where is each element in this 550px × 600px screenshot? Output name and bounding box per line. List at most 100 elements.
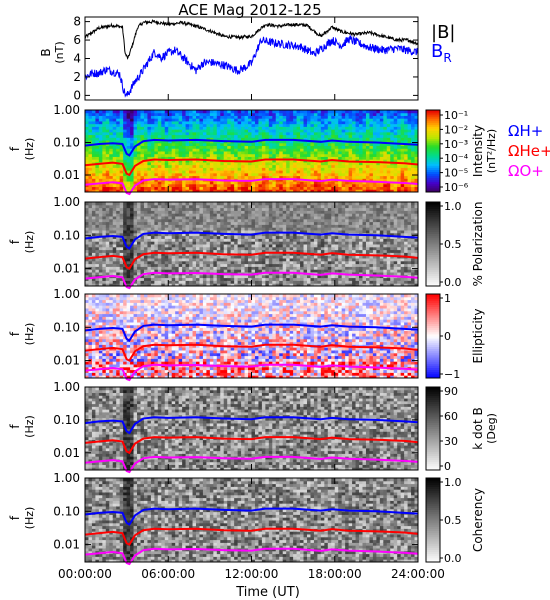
heatmap-cell — [130, 161, 135, 166]
heatmap-cell — [202, 140, 207, 144]
heatmap-cell — [154, 153, 159, 157]
heatmap-cell — [98, 131, 103, 136]
heatmap-cell — [282, 129, 287, 133]
heatmap-cell — [91, 126, 96, 130]
heatmap-cell — [244, 175, 249, 179]
heatmap-cell — [140, 112, 145, 116]
heatmap-cell — [313, 161, 318, 166]
heatmap-cell — [248, 167, 252, 171]
heatmap-cell — [251, 172, 256, 177]
heatmap-cell — [133, 172, 138, 177]
heatmap-cell — [209, 148, 214, 152]
heatmap-cell — [303, 189, 308, 193]
heatmap-cell — [268, 186, 273, 190]
heatmap-cell — [265, 189, 270, 193]
heatmap-cell — [119, 175, 124, 179]
heatmap-cell — [320, 170, 325, 174]
heatmap-cell — [182, 120, 187, 125]
heatmap-cell — [303, 161, 308, 166]
heatmap-cell — [272, 170, 277, 174]
heatmap-cell — [133, 118, 138, 122]
heatmap-cell — [293, 148, 298, 152]
heatmap-cell — [102, 151, 107, 155]
heatmap-cell — [168, 118, 173, 122]
heatmap-cell — [150, 161, 155, 166]
heatmap-cell — [213, 148, 218, 152]
heatmap-cell — [258, 134, 263, 138]
heatmap-cell — [199, 123, 204, 127]
heatmap-cell — [154, 142, 159, 147]
heatmap-cell — [209, 123, 214, 127]
heatmap-cell — [265, 118, 270, 122]
heatmap-cell — [293, 167, 298, 171]
spectrogram-layer — [85, 110, 440, 563]
heatmap-cell — [296, 189, 301, 193]
heatmap-cell — [317, 137, 322, 141]
heatmap-cell — [123, 115, 128, 119]
heatmap-cell — [119, 137, 124, 141]
heatmap-cell — [293, 164, 298, 168]
heatmap-cell — [119, 112, 124, 116]
heatmap-cell — [275, 112, 280, 116]
heatmap-cell — [91, 159, 96, 163]
heatmap-cell — [206, 189, 211, 193]
heatmap-cell — [88, 110, 93, 114]
heatmap-cell — [133, 115, 138, 119]
heatmap-cell — [164, 175, 169, 179]
heatmap-cell — [164, 181, 169, 185]
heatmap-cell — [133, 170, 138, 174]
heatmap-cell — [227, 110, 232, 114]
heatmap-cell — [123, 118, 128, 122]
heatmap-cell — [105, 112, 110, 116]
heatmap-cell — [143, 156, 148, 160]
heatmap-cell — [300, 189, 305, 193]
heatmap-cell — [248, 112, 252, 116]
heatmap-cell — [109, 178, 114, 182]
heatmap-cell — [126, 131, 131, 136]
heatmap-cell — [313, 183, 318, 188]
heatmap-cell — [241, 151, 246, 155]
heatmap-cell — [126, 126, 131, 130]
heatmap-cell — [300, 156, 305, 160]
heatmap-cell — [244, 189, 249, 193]
heatmap-cell — [137, 186, 141, 190]
heatmap-cell — [119, 118, 124, 122]
heatmap-cell — [105, 170, 110, 174]
heatmap-cell — [320, 142, 325, 147]
heatmap-cell — [130, 156, 135, 160]
heatmap-cell — [261, 110, 266, 114]
heatmap-cell — [307, 131, 311, 136]
heatmap-cell — [196, 164, 200, 168]
heatmap-cell — [102, 140, 107, 144]
heatmap-cell — [307, 170, 311, 174]
heatmap-cell — [261, 148, 266, 152]
heatmap-cell — [317, 115, 322, 119]
heatmap-cell — [98, 148, 103, 152]
heatmap-cell — [85, 170, 89, 174]
heatmap-cell — [98, 140, 103, 144]
heatmap-cell — [140, 148, 145, 152]
heatmap-cell — [130, 181, 135, 185]
heatmap-cell — [154, 140, 159, 144]
heatmap-cell — [223, 120, 228, 125]
heatmap-cell — [157, 112, 162, 116]
heatmap-cell — [143, 142, 148, 147]
heatmap-cell — [126, 170, 131, 174]
heatmap-cell — [296, 142, 301, 147]
heatmap-cell — [241, 145, 246, 149]
heatmap-cell — [175, 126, 180, 130]
heatmap-cell — [220, 145, 225, 149]
heatmap-cell — [102, 137, 107, 141]
heatmap-cell — [85, 167, 89, 171]
heatmap-cell — [268, 110, 273, 114]
heatmap-cell — [213, 170, 218, 174]
heatmap-cell — [300, 140, 305, 144]
heatmap-cell — [196, 126, 200, 130]
heatmap-cell — [102, 118, 107, 122]
heatmap-cell — [261, 129, 266, 133]
heatmap-cell — [241, 156, 246, 160]
heatmap-cell — [209, 115, 214, 119]
heatmap-cell — [199, 134, 204, 138]
heatmap-cell — [130, 164, 135, 168]
heatmap-cell — [112, 129, 117, 133]
